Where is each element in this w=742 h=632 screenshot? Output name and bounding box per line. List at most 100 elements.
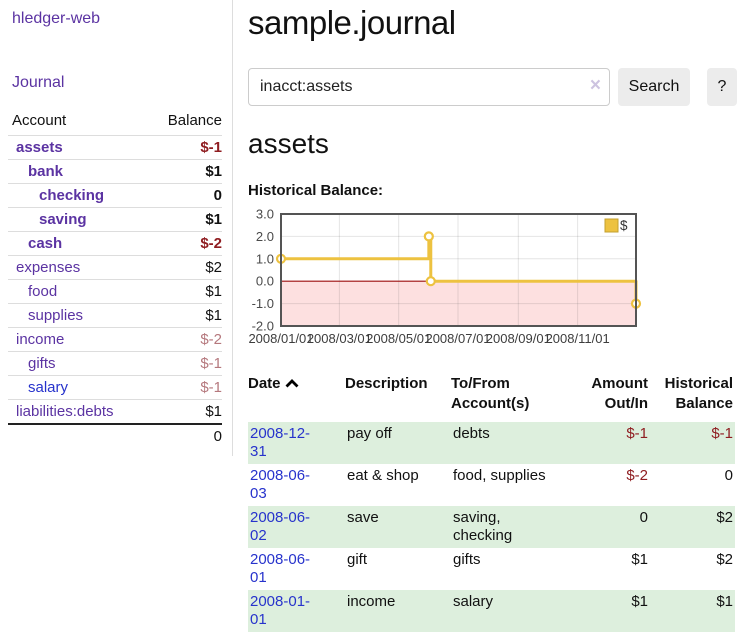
table-row: 2008-06-02 save saving, checking 0 $2 [248, 506, 735, 548]
transaction-amount: 0 [639, 509, 648, 526]
svg-text:3.0: 3.0 [256, 208, 274, 222]
app-title-link[interactable]: hledger-web [12, 10, 101, 27]
search-input[interactable] [248, 68, 610, 106]
accounts-header-row: Account Balance [8, 108, 222, 136]
transaction-balance: $-1 [711, 425, 733, 442]
account-balance: $1 [145, 303, 222, 328]
account-link[interactable]: income [16, 331, 65, 348]
svg-text:2008/01/01: 2008/01/01 [248, 331, 313, 346]
account-link[interactable]: saving [39, 211, 87, 228]
account-name-cell: supplies [8, 303, 146, 328]
account-link[interactable]: cash [28, 235, 63, 252]
register-table-body: 2008-12-31 pay off debts $-1 $-1 2008-06-03 ea… [248, 422, 735, 632]
account-name-cell: bank [8, 159, 146, 184]
transaction-date[interactable]: 2008-06-02 [250, 509, 311, 544]
svg-text:2.0: 2.0 [256, 229, 274, 244]
account-balance: $1 [145, 159, 222, 184]
table-row: 2008-06-03 eat & shop food, supplies $-2 0 [248, 464, 735, 506]
account-balance: $-2 [145, 327, 222, 352]
search-input-wrap: × [248, 68, 610, 106]
account-link[interactable]: supplies [28, 307, 84, 324]
account-row: saving $1 [8, 207, 222, 232]
legend-swatch [604, 218, 619, 233]
register-header-accounts: To/From Account(s) [451, 375, 530, 412]
account-link[interactable]: assets [16, 139, 63, 156]
search-button[interactable]: Search [618, 68, 690, 106]
transaction-amount: $1 [631, 593, 648, 610]
transaction-description: eat & shop [347, 467, 419, 484]
sidebar-item-journal[interactable]: Journal [12, 74, 65, 91]
account-link[interactable]: bank [28, 163, 64, 180]
transaction-accounts: gifts [453, 551, 481, 568]
account-name-cell: cash [8, 231, 146, 256]
account-balance: 0 [145, 183, 222, 208]
accounts-total-balance: 0 [145, 423, 222, 448]
transaction-date[interactable]: 2008-01-01 [250, 593, 311, 628]
account-name-cell: checking [8, 183, 146, 208]
account-balance: $2 [145, 255, 222, 280]
transaction-accounts: saving, checking [453, 509, 513, 544]
account-link[interactable]: checking [39, 187, 105, 204]
account-row: income $-2 [8, 327, 222, 352]
transaction-balance: 0 [724, 467, 733, 484]
svg-text:2008/07/01: 2008/07/01 [425, 331, 490, 346]
account-balance: $1 [145, 399, 222, 424]
account-name-cell: salary [8, 375, 146, 400]
transaction-description: income [347, 593, 396, 610]
account-row: bank $1 [8, 159, 222, 184]
accounts-table-body: assets $-1 bank $1 checking 0 saving $1 cash $-2 e… [8, 135, 222, 424]
sidebar: hledger-web Journal Account Balance asse… [0, 0, 233, 456]
historical-balance-chart: 3.0 2.0 1.0 0.0 -1.0 -2.0 2008/01/01 2008/03/01… [248, 207, 738, 358]
accounts-total-row: 0 [8, 423, 222, 448]
svg-text:2008/05/01: 2008/05/01 [366, 331, 431, 346]
account-link[interactable]: liabilities:debts [16, 403, 114, 420]
accounts-header-account: Account [12, 112, 67, 129]
svg-text:-1.0: -1.0 [252, 296, 274, 311]
help-button[interactable]: ? [707, 68, 737, 106]
page-title: sample.journal [248, 4, 456, 41]
transaction-amount: $-1 [626, 425, 648, 442]
accounts-total-spacer [8, 423, 146, 448]
transaction-date[interactable]: 2008-12-31 [250, 425, 311, 460]
svg-text:2008/09/01: 2008/09/01 [486, 331, 551, 346]
transaction-date[interactable]: 2008-06-03 [250, 467, 311, 502]
account-link[interactable]: expenses [16, 259, 81, 276]
transaction-date[interactable]: 2008-06-01 [250, 551, 311, 586]
account-link[interactable]: salary [28, 379, 69, 396]
account-link[interactable]: gifts [28, 355, 56, 372]
clear-search-icon[interactable]: × [589, 75, 601, 96]
legend-label: $ [620, 218, 628, 233]
svg-text:2008/03/01: 2008/03/01 [307, 331, 372, 346]
search-form: × Search ? [248, 68, 738, 106]
table-row: 2008-12-31 pay off debts $-1 $-1 [248, 422, 735, 464]
table-row: 2008-01-01 income salary $1 $1 [248, 590, 735, 632]
transaction-description: gift [347, 551, 368, 568]
transaction-balance: $1 [716, 593, 733, 610]
account-row: supplies $1 [8, 303, 222, 328]
account-balance: $1 [145, 279, 222, 304]
account-link[interactable]: food [28, 283, 58, 300]
accounts-header-balance: Balance [167, 112, 222, 129]
accounts-table: Account Balance assets $-1 bank $1 checking 0… [8, 108, 222, 448]
account-row: checking 0 [8, 183, 222, 208]
account-row: gifts $-1 [8, 351, 222, 376]
account-name-cell: food [8, 279, 146, 304]
transaction-description: save [347, 509, 379, 526]
account-row: salary $-1 [8, 375, 222, 400]
account-name-cell: income [8, 327, 146, 352]
account-name-cell: expenses [8, 255, 146, 280]
account-balance: $-2 [145, 231, 222, 256]
transaction-amount: $-2 [626, 467, 648, 484]
account-balance: $-1 [145, 375, 222, 400]
transaction-amount: $1 [631, 551, 648, 568]
transaction-balance: $2 [716, 509, 733, 526]
transaction-accounts: debts [453, 425, 490, 442]
transaction-accounts: salary [453, 593, 494, 610]
transaction-balance: $2 [716, 551, 733, 568]
chart-title: Historical Balance: [248, 182, 384, 199]
svg-text:0.0: 0.0 [256, 274, 274, 289]
chevron-up-icon [285, 379, 299, 388]
account-name-cell: gifts [8, 351, 146, 376]
register-header-date[interactable]: Date [248, 372, 345, 422]
account-row: food $1 [8, 279, 222, 304]
